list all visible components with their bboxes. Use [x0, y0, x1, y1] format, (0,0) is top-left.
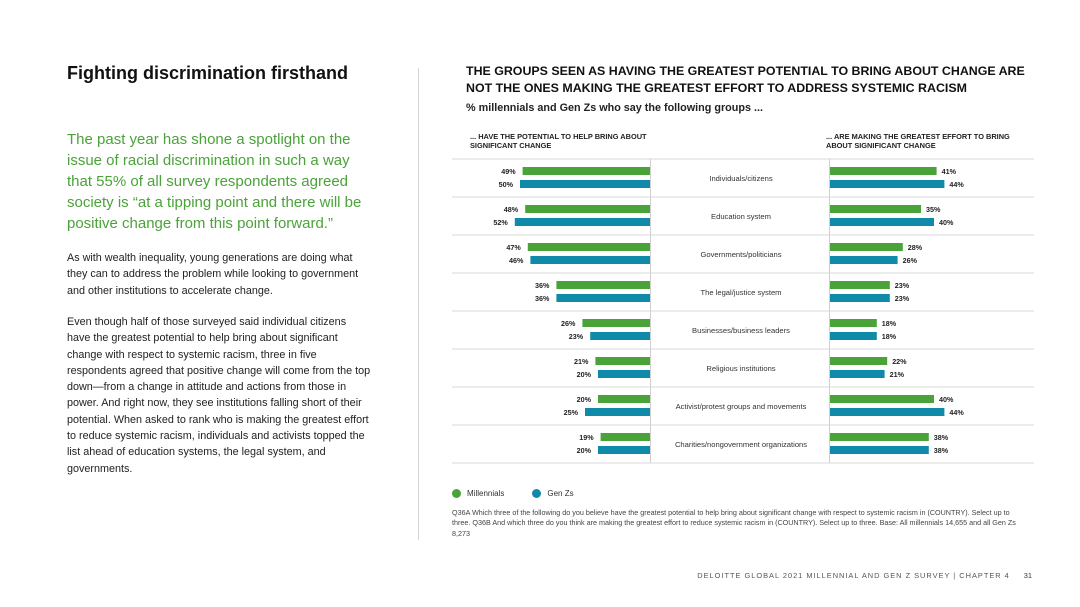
effort-bar-millennials	[830, 281, 890, 289]
effort-value-label-millennials: 40%	[939, 395, 954, 404]
effort-bar-genz	[830, 408, 944, 416]
potential-bar-genz	[598, 370, 650, 378]
effort-bar-genz	[830, 218, 934, 226]
effort-value-label-genz: 40%	[939, 218, 954, 227]
effort-bar-genz	[830, 332, 877, 340]
potential-value-label-genz: 50%	[499, 180, 514, 189]
potential-value-label-millennials: 47%	[506, 243, 521, 252]
potential-value-label-millennials: 48%	[504, 205, 519, 214]
potential-value-label-genz: 20%	[577, 370, 592, 379]
category-label: Businesses/business leaders	[692, 326, 790, 335]
effort-value-label-millennials: 18%	[882, 319, 897, 328]
potential-value-label-genz: 25%	[564, 408, 579, 417]
effort-value-label-millennials: 38%	[934, 433, 949, 442]
legend-swatch-genz	[532, 489, 541, 498]
potential-bar-millennials	[598, 395, 650, 403]
effort-value-label-genz: 44%	[949, 408, 964, 417]
effort-bar-genz	[830, 180, 944, 188]
effort-bar-genz	[830, 256, 898, 264]
potential-bar-millennials	[595, 357, 650, 365]
potential-bar-genz	[590, 332, 650, 340]
potential-bar-millennials	[582, 319, 650, 327]
effort-bar-millennials	[830, 167, 937, 175]
effort-value-label-genz: 26%	[903, 256, 918, 265]
effort-value-label-genz: 23%	[895, 294, 910, 303]
effort-bar-millennials	[830, 395, 934, 403]
potential-value-label-genz: 23%	[569, 332, 584, 341]
effort-value-label-genz: 21%	[890, 370, 905, 379]
category-label: Religious institutions	[706, 364, 775, 373]
potential-value-label-millennials: 26%	[561, 319, 576, 328]
potential-value-label-millennials: 21%	[574, 357, 589, 366]
potential-bar-millennials	[556, 281, 650, 289]
category-label: Education system	[711, 212, 771, 221]
potential-value-label-millennials: 20%	[577, 395, 592, 404]
effort-value-label-genz: 18%	[882, 332, 897, 341]
potential-value-label-millennials: 49%	[501, 167, 516, 176]
category-label: Governments/politicians	[700, 250, 781, 259]
survey-note: Q36A Which three of the following do you…	[452, 508, 1017, 539]
potential-value-label-genz: 36%	[535, 294, 550, 303]
potential-bar-millennials	[525, 205, 650, 213]
legend-swatch-millennials	[452, 489, 461, 498]
category-label: The legal/justice system	[700, 288, 781, 297]
effort-bar-genz	[830, 446, 929, 454]
page-footer: DELOITTE GLOBAL 2021 MILLENNIAL AND GEN …	[697, 571, 1032, 580]
effort-value-label-millennials: 23%	[895, 281, 910, 290]
effort-value-label-millennials: 41%	[942, 167, 957, 176]
potential-value-label-genz: 20%	[577, 446, 592, 455]
potential-value-label-genz: 52%	[493, 218, 508, 227]
potential-bar-genz	[530, 256, 650, 264]
potential-bar-genz	[598, 446, 650, 454]
effort-value-label-genz: 44%	[949, 180, 964, 189]
legend-label-millennials: Millennials	[467, 489, 504, 498]
effort-bar-millennials	[830, 433, 929, 441]
chart-legend: Millennials Gen Zs	[452, 489, 602, 498]
potential-bar-millennials	[523, 167, 650, 175]
potential-bar-millennials	[528, 243, 650, 251]
potential-bar-millennials	[601, 433, 650, 441]
category-label: Charities/nongovernment organizations	[675, 440, 807, 449]
effort-bar-millennials	[830, 205, 921, 213]
effort-bar-genz	[830, 294, 890, 302]
effort-value-label-millennials: 22%	[892, 357, 907, 366]
category-label: Individuals/citizens	[709, 174, 773, 183]
effort-bar-millennials	[830, 357, 887, 365]
potential-value-label-millennials: 19%	[579, 433, 594, 442]
page-number: 31	[1024, 571, 1032, 580]
effort-value-label-genz: 38%	[934, 446, 949, 455]
potential-bar-genz	[520, 180, 650, 188]
effort-bar-millennials	[830, 319, 877, 327]
potential-bar-genz	[556, 294, 650, 302]
potential-value-label-millennials: 36%	[535, 281, 550, 290]
category-label: Activist/protest groups and movements	[676, 402, 807, 411]
effort-bar-genz	[830, 370, 885, 378]
potential-bar-genz	[585, 408, 650, 416]
potential-value-label-genz: 46%	[509, 256, 524, 265]
footer-text: DELOITTE GLOBAL 2021 MILLENNIAL AND GEN …	[697, 571, 1009, 580]
potential-bar-genz	[515, 218, 650, 226]
effort-value-label-millennials: 35%	[926, 205, 941, 214]
effort-value-label-millennials: 28%	[908, 243, 923, 252]
legend-label-genz: Gen Zs	[547, 489, 573, 498]
effort-bar-millennials	[830, 243, 903, 251]
